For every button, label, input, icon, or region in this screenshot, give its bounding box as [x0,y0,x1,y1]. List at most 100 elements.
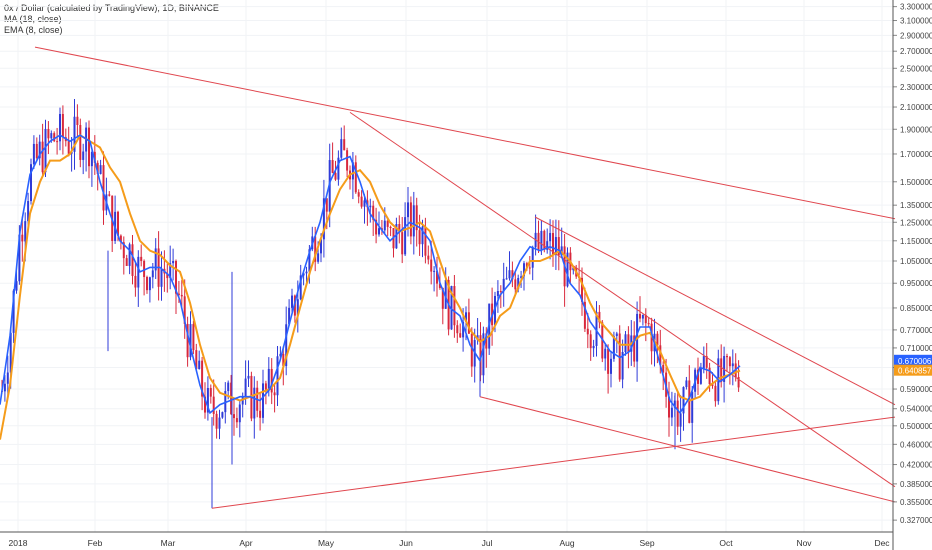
candle-body [276,356,279,396]
candle-body [523,263,525,277]
candle-body [714,385,717,402]
y-tick-label: 0.590000 [900,385,932,394]
candle-body [427,255,430,260]
candle-body [462,321,465,338]
candle-body [166,273,169,279]
candle-body [50,133,53,139]
candle-body [117,211,119,236]
candle-body [581,277,583,302]
candle-body [670,407,673,418]
candle-body [186,323,189,358]
candle-body [206,388,209,413]
candle-body [47,128,50,139]
candle-body [407,202,409,218]
y-tick-label: 1.500000 [900,178,932,187]
candle-body [195,350,198,369]
candle-body [212,396,215,414]
candle-body [320,239,322,254]
y-tick-label: 1.900000 [900,125,932,134]
trendline[interactable] [34,46,896,220]
candle-body [682,387,685,414]
candle-body [511,270,514,280]
candle-body [6,372,9,384]
candle-body [325,198,328,212]
candle-body [131,244,134,276]
candle-body [621,352,624,380]
candle-body [15,281,18,291]
candle-body [560,246,563,256]
candle-body [456,325,459,334]
y-tick-label: 0.460000 [900,440,932,449]
x-tick-label: 2018 [9,538,28,548]
candle-body [247,375,250,379]
candle-body [586,328,589,335]
candle-body [282,353,285,367]
candle-body [322,198,325,240]
x-tick-label: May [318,538,335,548]
candle-body [160,268,163,287]
candle-body [201,360,204,397]
candle-body [305,271,308,274]
ma-line[interactable] [0,134,741,415]
candle-body [331,160,334,173]
trendline[interactable] [479,396,896,503]
y-tick-label: 1.700000 [900,150,932,159]
candle-body [140,256,143,261]
candle-body [180,294,183,297]
candle-body [119,235,122,243]
candle-body [430,259,433,272]
candle-body [337,157,340,180]
candle-body [369,205,372,208]
candle-body [204,396,206,413]
candle-body [528,267,531,269]
candle-body [375,219,378,235]
ema-line[interactable] [0,133,741,440]
candle-body [32,143,35,165]
trendline[interactable] [349,111,896,488]
candle-body [308,249,311,272]
candle-body [720,358,723,382]
candle-body [122,242,125,259]
candle-body [241,397,244,405]
candle-body [143,260,146,278]
candle-body [169,263,172,279]
candle-body [302,273,305,276]
candle-body [134,275,137,288]
candle-body [505,278,508,280]
candle-body [612,336,615,359]
x-tick-label: Mar [161,538,176,548]
candle-body [549,233,552,242]
candle-body [702,356,705,369]
candle-body [459,333,462,338]
candle-body [233,414,235,419]
y-tick-label: 2.700000 [900,47,932,56]
candle-body [708,367,711,385]
candle-body [99,165,102,174]
candle-body [351,162,354,180]
trendline[interactable] [211,416,896,509]
price-badge [894,354,932,366]
x-tick-label: Aug [559,538,574,548]
candle-body [699,368,702,384]
candle-body [314,236,317,262]
candle-body [41,141,44,173]
candle-body [592,345,595,349]
trendline[interactable] [534,216,896,406]
candle-body [30,164,32,202]
y-tick-label: 2.300000 [900,83,932,92]
candle-body [737,377,740,388]
candle-body [9,332,12,373]
candle-body [264,383,267,390]
candle-body [267,368,270,390]
y-tick-label: 1.150000 [900,237,932,246]
candle-body [76,116,79,125]
candle-body [230,382,233,415]
x-tick-label: Jun [399,538,413,548]
candle-body [21,234,24,242]
candle-body [360,196,363,207]
y-tick-label: 0.540000 [900,405,932,414]
candle-body [372,205,375,220]
candle-body [61,113,64,138]
candle-body [697,369,699,384]
